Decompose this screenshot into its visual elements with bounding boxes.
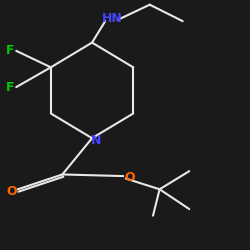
Text: F: F [6, 80, 14, 94]
Text: O: O [6, 185, 17, 198]
Text: F: F [6, 44, 14, 57]
Text: N: N [90, 134, 101, 147]
Text: O: O [124, 171, 135, 184]
Text: HN: HN [102, 12, 123, 25]
